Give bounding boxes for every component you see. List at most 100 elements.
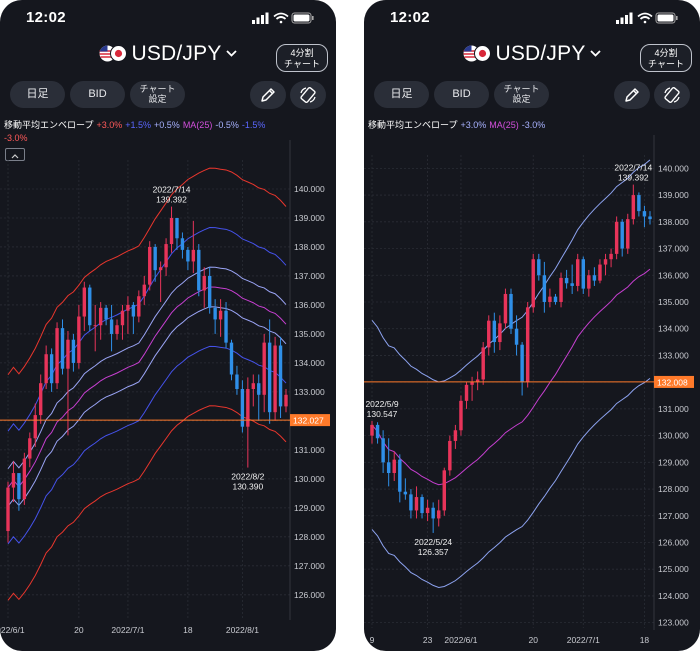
legend-plus3: +3.0% [460, 120, 487, 130]
candle-body [386, 462, 391, 474]
currency-pair-selector[interactable]: USD/JPY [0, 42, 336, 66]
candle-body [492, 320, 497, 343]
chart-settings-button[interactable]: チャート 設定 [494, 81, 549, 108]
legend-indicator-name: 移動平均エンベロープ [368, 120, 458, 130]
x-tick-label: 2022/7/1 [111, 625, 144, 635]
toolbar: 日足 BID チャート 設定 [0, 80, 336, 110]
chevron-down-icon [589, 50, 601, 57]
candle-body [278, 345, 283, 407]
candle-body [120, 310, 125, 326]
candle-body [542, 275, 547, 302]
candle-body [503, 293, 508, 324]
envelope-minus3-line [7, 405, 287, 601]
candle-body [425, 507, 430, 514]
cellular-signal-icon [616, 12, 633, 24]
annotation-value: 130.390 [232, 482, 263, 492]
candle-body [431, 507, 435, 519]
candle-body [487, 320, 491, 348]
candlestick-chart[interactable]: 140.000 139.000 138.000 137.000 136.000 135.0… [364, 0, 700, 651]
period-button[interactable]: 日足 [374, 81, 429, 108]
candle-body [186, 249, 190, 262]
y-tick-label: 134.000 [294, 358, 325, 368]
candle-body [66, 339, 70, 369]
currency-pair-selector[interactable]: USD/JPY [364, 42, 700, 66]
envelope-lines [371, 159, 651, 588]
candle-body [381, 438, 385, 463]
y-tick-label: 135.000 [294, 329, 325, 339]
candle-body [642, 211, 647, 217]
candle-body [609, 253, 613, 260]
status-time: 12:02 [26, 9, 66, 26]
status-bar: 12:02 [0, 0, 336, 34]
y-tick-label: 138.000 [294, 242, 325, 252]
annotation-date: 2022/7/14 [153, 185, 191, 195]
candle-body [392, 459, 396, 474]
draw-button[interactable] [250, 81, 286, 109]
envelope-plus3-line [371, 159, 651, 383]
envelope-minus15-line [7, 345, 287, 545]
candle-body [448, 440, 452, 471]
candle-body [575, 259, 580, 286]
x-tick-label: 18 [640, 635, 650, 645]
candle-body [218, 310, 223, 320]
us-jp-flag-icon [463, 45, 492, 62]
candle-body [581, 259, 586, 289]
candle-body [592, 275, 597, 281]
candle-body [246, 389, 250, 427]
candle-body [262, 342, 266, 395]
y-tick-label: 127.000 [658, 511, 689, 521]
candle-body [39, 383, 43, 416]
candlestick-chart[interactable]: 140.000 139.000 138.000 137.000 136.000 135.0… [0, 0, 336, 651]
candle-body [267, 342, 272, 413]
chevron-up-icon [11, 154, 19, 159]
candle-body [131, 304, 136, 317]
y-tick-label: 140.000 [658, 163, 689, 173]
y-tick-label: 134.000 [658, 324, 689, 334]
candle-body [475, 379, 480, 383]
indicator-legend: 移動平均エンベロープ +3.0% +1.5% +0.5% MA(25) -0.5% -1.5… [4, 119, 334, 145]
y-tick-label: 130.000 [658, 431, 689, 441]
price-type-button[interactable]: BID [70, 81, 125, 108]
candle-body [148, 246, 152, 285]
x-tick-label: 2022/8/1 [226, 625, 259, 635]
legend-minus3: -3.0% [4, 133, 28, 143]
candle-body [509, 293, 513, 329]
x-tick-label: 9 [370, 635, 375, 645]
candle-body [164, 244, 168, 268]
chart-settings-button[interactable]: チャート 設定 [130, 81, 185, 108]
candle-body [240, 389, 245, 427]
candle-body [202, 275, 206, 291]
candle-body [626, 219, 630, 249]
candle-body [197, 249, 201, 291]
y-tick-label: 128.000 [294, 532, 325, 542]
period-button[interactable]: 日足 [10, 81, 65, 108]
candle-body [71, 339, 76, 363]
rotate-button[interactable] [290, 81, 326, 109]
candle-body [191, 249, 196, 262]
legend-collapse-button[interactable] [5, 148, 25, 161]
battery-icon [291, 12, 314, 24]
candle-body [420, 497, 424, 514]
y-tick-label: 137.000 [294, 271, 325, 281]
pencil-icon [261, 88, 275, 102]
candle-body [553, 296, 558, 302]
annotation-value: 139.392 [156, 195, 187, 205]
draw-button[interactable] [614, 81, 650, 109]
current-price-tag [290, 414, 330, 427]
split-chart-button[interactable]: 4分割 チャート [276, 44, 328, 72]
candle-body [637, 195, 641, 212]
current-price-label: 132.008 [657, 377, 688, 387]
candle-body [614, 221, 619, 254]
candle-body [453, 430, 458, 441]
cellular-signal-icon [252, 12, 269, 24]
price-type-button[interactable]: BID [434, 81, 489, 108]
annotation-value: 130.547 [367, 409, 398, 419]
candle-body [559, 277, 563, 302]
split-chart-button[interactable]: 4分割 チャート [640, 44, 692, 72]
envelope-plus05-line [7, 266, 287, 470]
y-tick-label: 136.000 [658, 270, 689, 280]
candle-body [284, 394, 288, 407]
y-tick-label: 125.000 [658, 564, 689, 574]
candle-body [55, 328, 59, 384]
rotate-button[interactable] [654, 81, 690, 109]
